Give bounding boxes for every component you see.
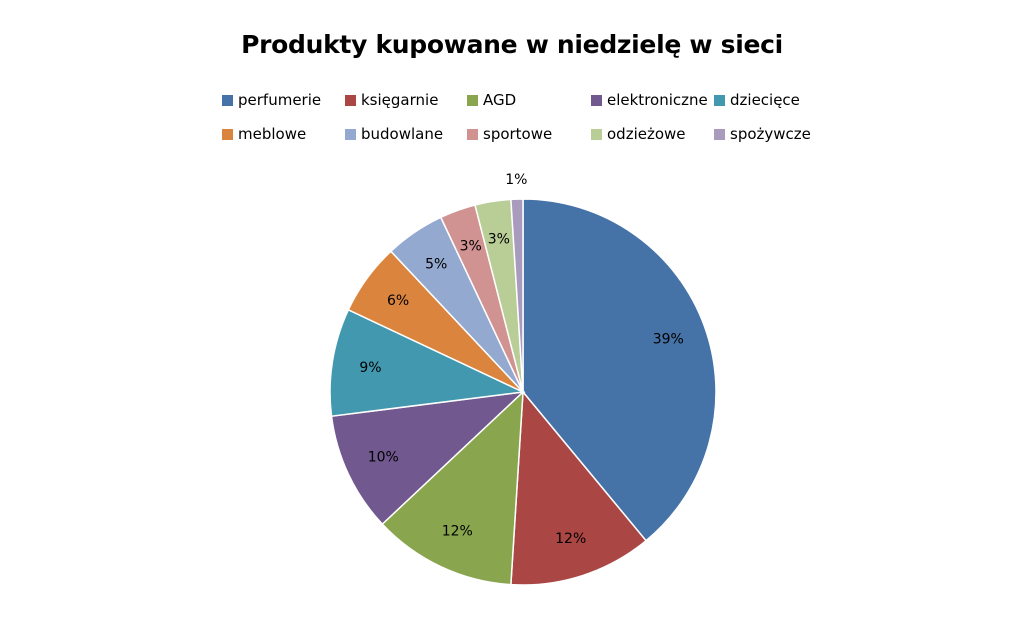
slice-label-9: 1%: [505, 172, 527, 188]
slice-label-6: 5%: [425, 256, 447, 272]
slice-label-7: 3%: [460, 239, 482, 255]
legend-swatch: [345, 94, 356, 106]
slice-label-4: 9%: [359, 360, 381, 376]
legend-label: sportowe: [483, 125, 553, 143]
legend-label: spożywcze: [730, 125, 811, 143]
pie-slice-1: [510, 390, 648, 586]
slice-label-2: 12%: [442, 524, 473, 540]
legend-item-7: sportowe: [467, 125, 552, 143]
legend-label: meblowe: [238, 125, 307, 143]
legend-item-3: elektroniczne: [591, 91, 708, 109]
legend-swatch: [222, 94, 233, 106]
legend-swatch: [467, 128, 478, 140]
legend-label: perfumerie: [238, 91, 322, 109]
legend-item-4: dziecięce: [714, 91, 800, 109]
slice-label-0: 39%: [653, 332, 684, 348]
slice-label-5: 6%: [387, 293, 409, 309]
pie-slice-9: [510, 198, 524, 393]
legend-item-8: odzieżowe: [591, 125, 686, 143]
chart-title: Produkty kupowane w niedzielę w sieci: [241, 30, 783, 59]
pie-slice-4: [329, 308, 526, 418]
pie-slice-2: [381, 390, 524, 586]
legend-item-6: budowlane: [345, 125, 443, 143]
legend-swatch: [714, 128, 725, 140]
legend-label: księgarnie: [361, 91, 439, 109]
legend-swatch: [714, 94, 725, 106]
slice-label-8: 3%: [488, 232, 510, 248]
legend-swatch: [345, 128, 356, 140]
legend-label: dziecięce: [730, 91, 800, 109]
legend-swatch: [222, 128, 233, 140]
pie-slice-3: [330, 390, 526, 526]
legend-swatch: [591, 128, 602, 140]
legend-label: budowlane: [361, 125, 444, 143]
legend-item-0: perfumerie: [222, 91, 321, 109]
legend-label: elektroniczne: [607, 91, 708, 109]
legend-item-1: księgarnie: [345, 91, 438, 109]
legend-label: AGD: [483, 91, 517, 109]
legend-swatch: [467, 94, 478, 106]
legend-item-9: spożywcze: [714, 125, 811, 143]
legend-swatch: [591, 94, 602, 106]
legend-label: odzieżowe: [607, 125, 686, 143]
pie-slice-0: [522, 198, 717, 542]
legend-item-2: AGD: [467, 91, 516, 109]
slice-label-1: 12%: [555, 531, 586, 547]
legend-item-5: meblowe: [222, 125, 306, 143]
slice-label-3: 10%: [368, 450, 399, 466]
